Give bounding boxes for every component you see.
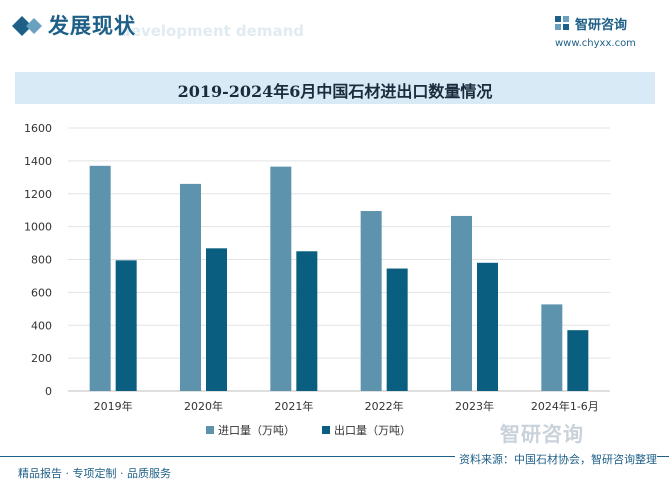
x-tick-label: 2019年 — [94, 399, 133, 413]
chart-title-banner: 2019-2024年6月中国石材进出口数量情况 — [15, 72, 655, 104]
y-tick-label: 400 — [31, 319, 52, 332]
x-tick-label: 2022年 — [365, 399, 404, 413]
brand-logo-icon — [555, 16, 569, 30]
legend-label: 出口量（万吨） — [334, 423, 411, 437]
double-chevron-icon — [12, 16, 42, 36]
bar-export — [386, 268, 408, 391]
bar-export — [567, 330, 589, 391]
bar-export — [296, 251, 318, 391]
bar-import — [541, 304, 563, 391]
watermark: 智研咨询 — [500, 422, 584, 446]
legend-swatch — [322, 426, 330, 434]
y-tick-label: 1600 — [24, 122, 52, 135]
y-tick-label: 800 — [31, 254, 52, 267]
bar-chart: 0 200 400 600 800 1000 1200 1400 1600 2019年 2020年 2… — [24, 122, 610, 437]
y-tick-label: 1000 — [24, 221, 52, 234]
y-tick-label: 0 — [45, 385, 52, 398]
x-tick-label: 2024年1-6月 — [531, 399, 599, 413]
y-tick-label: 600 — [31, 286, 52, 299]
legend-label: 进口量（万吨） — [218, 424, 295, 437]
footer-source: 资料来源：中国石材协会，智研咨询整理 — [455, 451, 657, 467]
bar-export — [477, 262, 498, 391]
bar-import — [451, 215, 472, 391]
bar-export — [115, 260, 137, 391]
chart-title: 2019-2024年6月中国石材进出口数量情况 — [177, 82, 493, 101]
y-tick-label: 1200 — [24, 188, 52, 201]
bar-import — [270, 166, 292, 391]
brand-url: www.chyxx.com — [555, 38, 636, 49]
brand-name: 智研咨询 — [575, 18, 628, 33]
x-tick-label: 2020年 — [184, 399, 223, 413]
footer: 精品报告 · 专项定制 · 品质服务 资料来源：中国石材协会，智研咨询整理 — [0, 451, 669, 487]
bar-export — [206, 248, 227, 391]
x-tick-label: 2023年 — [455, 399, 494, 413]
header: development demand 发展现状 智研咨询 www.chyxx.c… — [0, 0, 669, 52]
page-title: 发展现状 — [48, 14, 136, 38]
x-tick-label: 2021年 — [274, 399, 313, 413]
y-tick-label: 1400 — [24, 155, 52, 168]
y-tick-label: 200 — [31, 352, 52, 365]
footer-slogan: 精品报告 · 专项定制 · 品质服务 — [18, 467, 171, 480]
bar-import — [360, 211, 382, 391]
bar-import — [89, 165, 111, 391]
bar-import — [180, 183, 201, 391]
legend-swatch — [206, 426, 214, 434]
